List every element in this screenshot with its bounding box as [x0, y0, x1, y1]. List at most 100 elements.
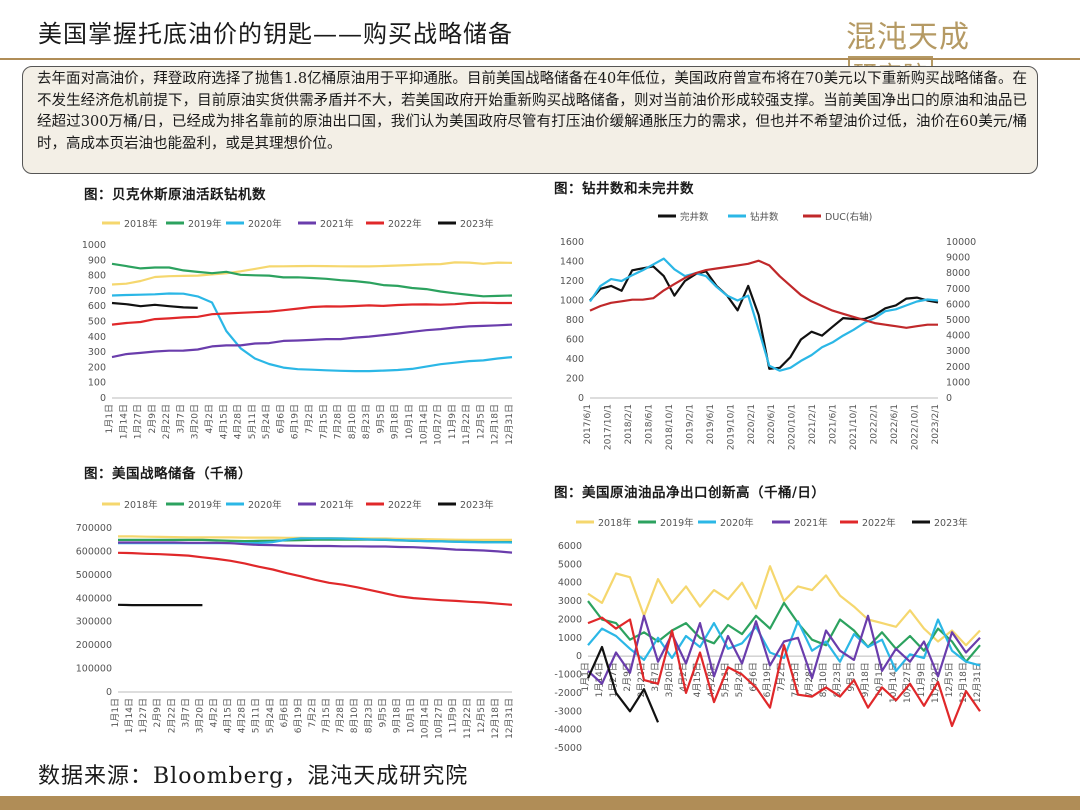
y2-tick-label: 5000	[946, 315, 970, 326]
x-tick-label: 2017/10/1	[603, 404, 613, 450]
x-tick-label: 12月31日	[972, 662, 983, 703]
y-tick-label: 400	[566, 354, 584, 365]
series-line	[111, 262, 513, 298]
series-line	[117, 551, 513, 606]
y-tick-label: 4000	[558, 578, 582, 589]
x-tick-label: 7月15日	[318, 404, 329, 439]
chart-spr: 2018年 2019年 2020年 2021年 2022年 2023年 0 100000 200…	[66, 490, 526, 748]
x-tick-label: 9月18日	[860, 662, 871, 697]
x-tick-label: 3月7日	[175, 404, 186, 433]
x-tick-label: 12月31日	[504, 404, 515, 445]
y-tick-label: 200	[88, 362, 106, 373]
y2-tick-label: 7000	[946, 284, 970, 295]
x-tick-label: 7月2日	[307, 698, 318, 727]
y-tick-label: 1000	[560, 296, 584, 307]
x-tick-label: 3月20日	[664, 662, 675, 697]
x-tick-label: 8月23日	[832, 662, 843, 697]
x-tick-label: 6月19日	[290, 404, 301, 439]
x-tick-label: 8月23日	[361, 404, 372, 439]
x-tick-label: 5月24日	[734, 662, 745, 697]
x-tick-label: 2月9日	[622, 662, 633, 691]
y-tick-label: 5000	[558, 559, 582, 570]
rig-count-chart: 2018年 2019年 2020年 2021年 2022年 2023年 0 100 200 300…	[82, 218, 515, 445]
x-tick-label: 5月24日	[265, 698, 276, 733]
x-tick-label: 3月7日	[650, 662, 661, 691]
company-logo: 混沌天成研究院	[846, 12, 1056, 94]
x-tick-label: 2月22日	[161, 404, 172, 439]
x-tick-label: 1月1日	[104, 404, 115, 433]
series-line	[587, 600, 981, 663]
x-tick-label: 12月5日	[475, 404, 486, 439]
title-divider	[0, 58, 1080, 60]
y-tick-label: 400000	[76, 593, 112, 604]
x-tick-label: 2017/6/1	[583, 404, 593, 444]
x-tick-label: 2018/2/1	[624, 404, 634, 444]
y2-tick-label: 10000	[946, 237, 976, 248]
page-title: 美国掌握托底油价的钥匙——购买战略储备	[38, 20, 513, 48]
legend-label: 2019年	[188, 499, 222, 511]
x-tick-label: 1月14日	[124, 698, 135, 733]
x-tick-label: 4月28日	[237, 698, 248, 733]
x-tick-label: 2020/10/1	[788, 404, 798, 450]
x-tick-label: 11月9日	[916, 662, 927, 697]
legend-label: 2020年	[248, 499, 282, 511]
x-tick-label: 2020/2/1	[747, 404, 757, 444]
legend-label: 2018年	[124, 499, 158, 511]
x-tick-label: 1月14日	[118, 404, 129, 439]
y-tick-label: -2000	[554, 688, 582, 699]
x-tick-label: 6月19日	[762, 662, 773, 697]
x-tick-label: 1月27日	[608, 662, 619, 697]
y-tick-label: 0	[100, 393, 106, 404]
y2-tick-label: 9000	[946, 253, 970, 264]
series-line	[111, 261, 513, 286]
x-tick-label: 2月9日	[152, 698, 163, 727]
y-tick-label: 400	[88, 332, 106, 343]
legend-label: 2023年	[460, 218, 494, 230]
logo-text: 混沌天成	[846, 20, 970, 55]
x-tick-label: 6月6日	[279, 698, 290, 727]
x-tick-label: 12月18日	[490, 404, 501, 445]
x-tick-label: 2022/10/1	[911, 404, 921, 450]
x-tick-label: 9月18日	[390, 404, 401, 439]
x-tick-label: 12月5日	[944, 662, 955, 697]
chart-exp: 2018年 2019年 2020年 2021年 2022年 2023年 -5000 -4000…	[548, 508, 998, 756]
bottom-bar	[0, 796, 1080, 810]
y-tick-label: 1400	[560, 257, 584, 268]
x-tick-label: 10月27日	[434, 698, 445, 739]
x-tick-label: 4月15日	[223, 698, 234, 733]
y-tick-label: 100000	[76, 664, 112, 675]
x-tick-label: 12月18日	[958, 662, 969, 703]
x-tick-label: 2月9日	[147, 404, 158, 433]
y-tick-label: 600	[566, 335, 584, 346]
x-tick-label: 2018/10/1	[665, 404, 675, 450]
series-line	[111, 301, 512, 326]
duc-chart: 完井数 钻井数 DUC(右轴) 0 200 400 600 800 1000 1200 1400 16…	[560, 211, 976, 450]
legend-label: 2022年	[388, 499, 422, 511]
x-tick-label: 4月15日	[692, 662, 703, 697]
x-tick-label: 5月24日	[261, 404, 272, 439]
x-tick-label: 6月19日	[293, 698, 304, 733]
legend-label: 2020年	[248, 218, 282, 230]
x-tick-label: 10月14日	[888, 662, 899, 703]
x-tick-label: 2019/2/1	[685, 404, 695, 444]
y-tick-label: 800	[88, 271, 106, 282]
x-tick-label: 4月2日	[209, 698, 220, 727]
legend-label: 2018年	[124, 218, 158, 230]
x-tick-label: 12月5日	[476, 698, 487, 733]
chart-duc: 完井数 钻井数 DUC(右轴) 0 200 400 600 800 1000 1200 1400 16…	[548, 202, 980, 462]
net-export-chart: 2018年 2019年 2020年 2021年 2022年 2023年 -5000 -4000…	[554, 517, 983, 754]
series-line	[587, 565, 981, 647]
legend-label: 2021年	[320, 218, 354, 230]
x-tick-label: 12月18日	[490, 698, 501, 739]
spr-chart: 2018年 2019年 2020年 2021年 2022年 2023年 0 100000 200…	[76, 499, 515, 739]
y-tick-label: 6000	[558, 541, 582, 552]
y2-tick-label: 8000	[946, 268, 970, 279]
x-tick-label: 9月5日	[846, 662, 857, 691]
x-tick-label: 11月9日	[447, 404, 458, 439]
legend-label: 2018年	[598, 517, 632, 529]
y2-tick-label: 3000	[946, 346, 970, 357]
x-tick-label: 2022/2/1	[870, 404, 880, 444]
x-tick-label: 1月1日	[580, 662, 591, 691]
y-tick-label: -4000	[554, 725, 582, 736]
x-tick-label: 2021/6/1	[829, 404, 839, 444]
